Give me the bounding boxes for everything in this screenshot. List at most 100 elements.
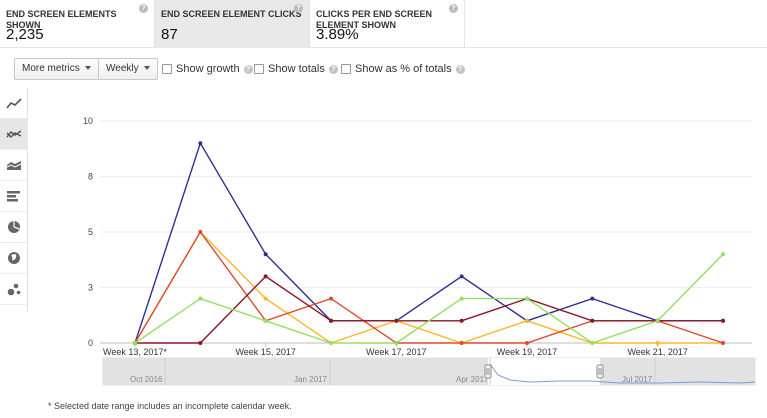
show-growth-label: Show growth [176, 63, 240, 75]
navigator-handle[interactable] [596, 364, 604, 379]
data-point [133, 341, 137, 345]
help-icon[interactable]: ? [294, 4, 303, 13]
data-point [525, 296, 529, 301]
incomplete-week-note: * Selected date range includes an incomp… [48, 401, 292, 411]
more-metrics-dropdown[interactable]: More metrics [14, 58, 99, 80]
metric-label: END SCREEN ELEMENT CLICKS [161, 9, 302, 19]
y-tick-label: 3 [88, 283, 93, 293]
data-point [198, 230, 203, 234]
data-point [329, 296, 333, 301]
data-point [721, 252, 725, 257]
chart-type-sidebar [0, 88, 28, 312]
bubble-chart-button[interactable] [0, 274, 28, 305]
navigator-mask-left [103, 358, 488, 385]
x-tick-label: Week 19, 2017 [497, 347, 557, 357]
data-point [655, 318, 660, 323]
help-icon[interactable]: ? [449, 4, 458, 13]
metric-label: END SCREEN ELEMENTS SHOWN [6, 9, 117, 30]
globe-icon [8, 252, 20, 264]
show-percent-toggle[interactable]: Show as % of totals ? [341, 63, 465, 75]
chart-grid [100, 120, 752, 344]
data-point [198, 141, 203, 146]
navigator-handle[interactable] [484, 364, 492, 379]
metric-cards: END SCREEN ELEMENTS SHOWN 2,235 ? END SC… [0, 0, 767, 48]
help-icon[interactable]: ? [328, 64, 338, 74]
data-point [263, 318, 268, 323]
navigator-label: Oct 2016 [130, 375, 163, 384]
data-point [263, 274, 268, 279]
y-axis: 10 8 5 3 0 [83, 116, 93, 348]
data-point [525, 341, 529, 345]
x-tick-label: Week 17, 2017 [366, 347, 426, 357]
bar-chart-icon [7, 191, 20, 202]
data-point [394, 318, 399, 323]
stacked-area-icon [6, 161, 22, 170]
pie-chart-icon [8, 221, 20, 233]
data-point [459, 296, 464, 301]
y-tick-label: 0 [88, 338, 93, 348]
navigator-sparkline [489, 363, 756, 384]
data-point [721, 318, 725, 323]
help-icon[interactable]: ? [455, 64, 465, 74]
data-point [263, 296, 268, 301]
data-point [394, 341, 399, 345]
data-point [198, 341, 203, 345]
metric-card-element-clicks[interactable]: END SCREEN ELEMENT CLICKS 87 ? [155, 0, 310, 48]
show-growth-toggle[interactable]: Show growth ? [162, 63, 253, 75]
series-line-0 [134, 141, 723, 344]
x-axis: Week 13, 2017* Week 15, 2017 Week 17, 2017… [103, 343, 688, 357]
checkbox[interactable] [162, 64, 172, 74]
stacked-area-button[interactable] [0, 150, 28, 181]
metric-card-elements-shown[interactable]: END SCREEN ELEMENTS SHOWN 2,235 ? [0, 0, 155, 48]
chevron-down-icon [84, 66, 91, 71]
y-tick-label: 10 [83, 116, 93, 126]
period-dropdown[interactable]: Weekly [98, 58, 158, 80]
data-point [329, 341, 333, 345]
data-point [525, 318, 529, 323]
range-navigator[interactable]: Oct 2016 Jan 2017 Apr 2017 Jul 2017 [102, 357, 756, 386]
show-totals-toggle[interactable]: Show totals ? [254, 63, 338, 75]
metric-card-clicks-per-shown[interactable]: CLICKS PER END SCREEN ELEMENT SHOWN 3.89… [310, 0, 465, 48]
data-point [655, 341, 660, 345]
pie-chart-button[interactable] [0, 212, 28, 243]
data-point [263, 252, 268, 257]
data-point [459, 318, 464, 323]
data-point [590, 296, 595, 301]
x-tick-label: Week 21, 2017 [627, 347, 687, 357]
chevron-down-icon [143, 66, 150, 71]
data-point [459, 274, 464, 279]
checkbox[interactable] [254, 64, 264, 74]
navigator-label: Apr 2017 [456, 375, 489, 384]
help-icon[interactable]: ? [243, 64, 253, 74]
series-line-4 [134, 253, 724, 344]
help-icon[interactable]: ? [139, 4, 148, 13]
period-label: Weekly [106, 63, 139, 74]
more-metrics-label: More metrics [22, 63, 80, 74]
series-line-3 [135, 275, 723, 344]
metric-value: 2,235 [6, 26, 44, 43]
chart-series [133, 141, 725, 345]
metric-label: CLICKS PER END SCREEN ELEMENT SHOWN [316, 9, 433, 30]
data-point [590, 318, 595, 323]
navigator-label: Jan 2017 [294, 375, 327, 384]
show-totals-label: Show totals [268, 63, 325, 75]
bubble-chart-icon [7, 283, 21, 296]
bar-chart-button[interactable] [0, 181, 28, 212]
data-point [459, 341, 464, 345]
x-tick-label: Week 13, 2017* [103, 347, 167, 357]
y-tick-label: 5 [88, 227, 93, 237]
y-tick-label: 8 [88, 172, 93, 182]
line-chart-icon [6, 98, 22, 109]
multi-line-chart-button[interactable] [0, 119, 28, 150]
geo-chart-button[interactable] [0, 243, 28, 274]
multi-line-chart-icon [6, 130, 22, 139]
navigator-mask-right [600, 358, 755, 385]
metric-value: 3.89% [316, 26, 359, 43]
show-percent-label: Show as % of totals [355, 63, 452, 75]
data-point [329, 318, 333, 323]
line-chart-button[interactable] [0, 88, 28, 119]
checkbox[interactable] [341, 64, 351, 74]
data-point [590, 341, 595, 345]
metric-value: 87 [161, 26, 178, 43]
